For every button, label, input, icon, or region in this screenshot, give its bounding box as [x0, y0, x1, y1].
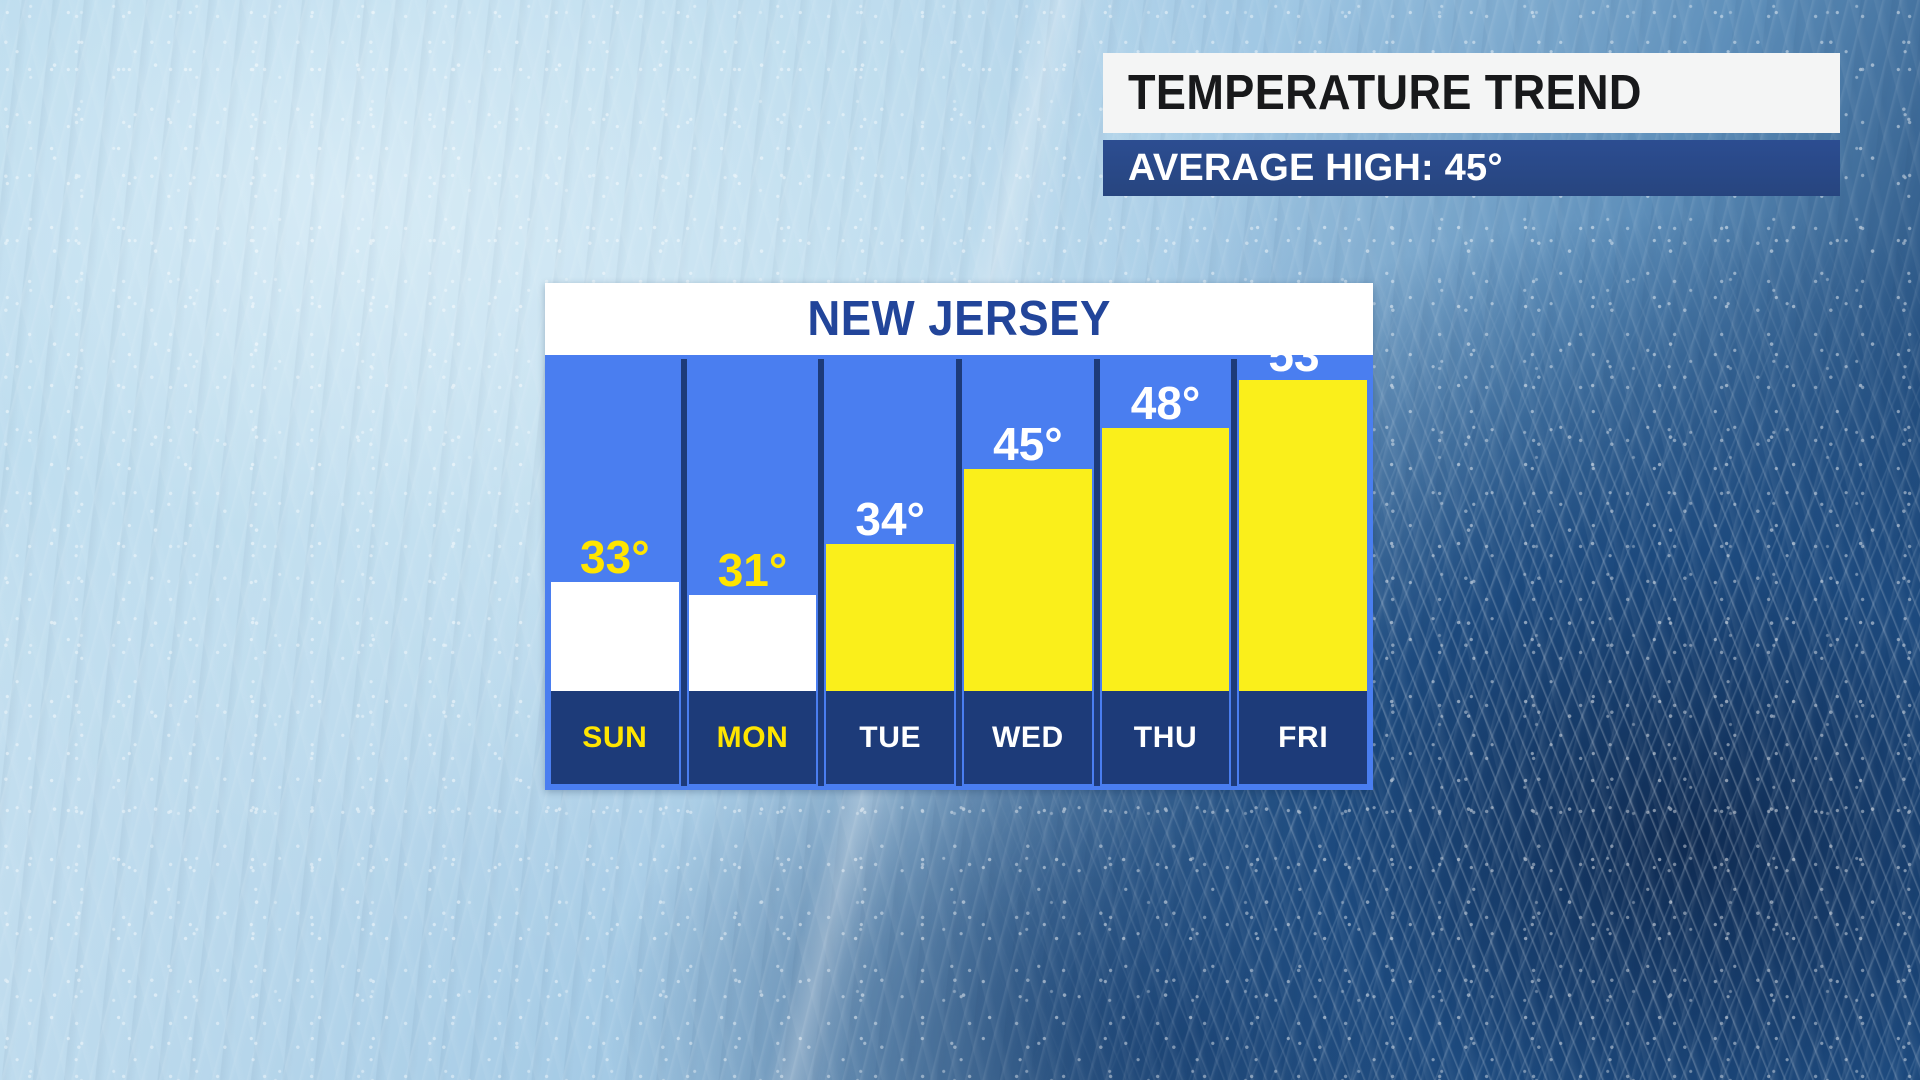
temperature-bar-wed: 45° — [964, 421, 1092, 691]
temperature-trend-panel: NEW JERSEY 33° SUN 31° MON 34° TUE 45° WED 48° TH… — [545, 283, 1373, 790]
temperature-bar-fri: 53° — [1239, 332, 1368, 691]
temperature-bar-thu: 48° — [1101, 380, 1230, 691]
temperature-value-thu: 48° — [1130, 376, 1201, 429]
day-label-fri: FRI — [1239, 691, 1368, 784]
day-label-thu: THU — [1101, 691, 1230, 784]
forecast-column-mon: 31° MON — [686, 359, 819, 786]
region-title-band: NEW JERSEY — [545, 283, 1373, 355]
average-high-bar: AVERAGE HIGH: 45° — [1103, 140, 1840, 196]
day-label-mon: MON — [688, 691, 817, 784]
day-label-sun: SUN — [551, 691, 679, 784]
temperature-bar-mon: 31° — [688, 547, 817, 691]
page-title: TEMPERATURE TREND — [1128, 66, 1642, 120]
temperature-value-sun: 33° — [580, 530, 650, 583]
forecast-column-fri: 53° FRI — [1237, 332, 1370, 786]
temperature-value-tue: 34° — [855, 492, 925, 545]
forecast-column-sun: 33° SUN — [549, 359, 681, 786]
forecast-bar-chart: 33° SUN 31° MON 34° TUE 45° WED 48° THU 53° FRI — [545, 332, 1373, 790]
average-high-label: AVERAGE HIGH: 45° — [1128, 146, 1503, 189]
forecast-column-wed: 45° WED — [962, 359, 1094, 786]
day-label-wed: WED — [964, 691, 1092, 784]
temperature-bar-tue: 34° — [826, 496, 955, 691]
header-block: TEMPERATURE TREND AVERAGE HIGH: 45° — [1103, 53, 1840, 196]
forecast-column-tue: 34° TUE — [824, 359, 957, 786]
forecast-column-thu: 48° THU — [1099, 359, 1232, 786]
title-bar: TEMPERATURE TREND — [1103, 53, 1840, 133]
region-title: NEW JERSEY — [807, 292, 1111, 346]
temperature-bar-sun: 33° — [551, 534, 679, 691]
day-label-tue: TUE — [826, 691, 955, 784]
temperature-value-mon: 31° — [717, 544, 788, 597]
temperature-value-wed: 45° — [993, 417, 1063, 470]
